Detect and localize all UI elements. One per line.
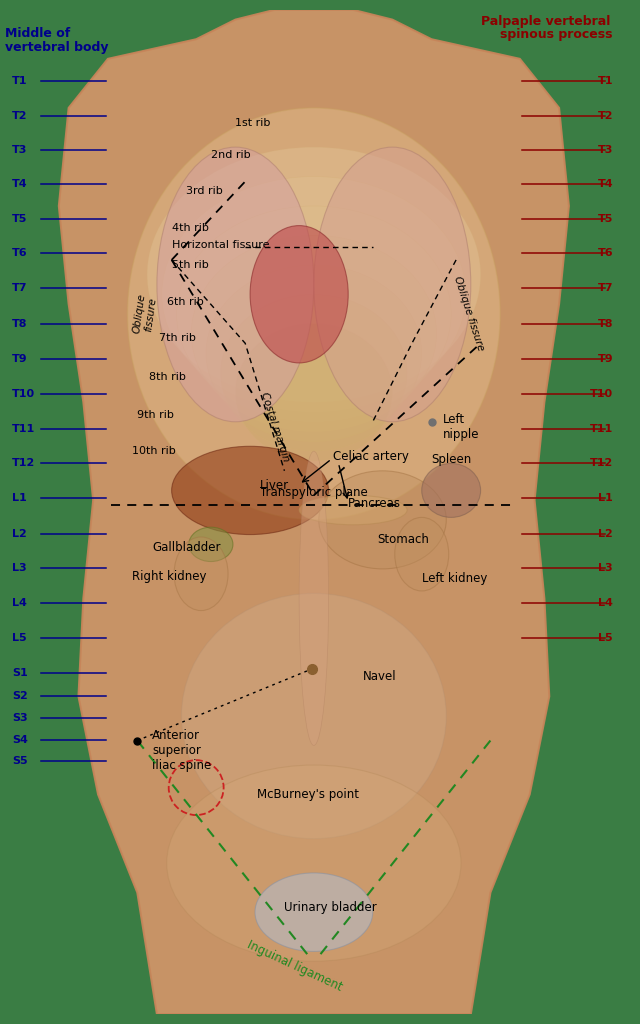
Text: S5: S5: [12, 756, 28, 766]
Text: Oblique fissure: Oblique fissure: [452, 275, 486, 352]
Text: S2: S2: [12, 691, 28, 701]
Text: L4: L4: [12, 598, 27, 608]
Text: L1: L1: [12, 494, 26, 503]
Text: T5: T5: [598, 214, 613, 223]
Ellipse shape: [157, 147, 314, 422]
Text: T7: T7: [598, 284, 613, 293]
Ellipse shape: [189, 527, 233, 561]
Text: T12: T12: [590, 458, 613, 468]
Text: Liver: Liver: [260, 479, 289, 492]
Ellipse shape: [319, 471, 446, 569]
Text: McBurney's point: McBurney's point: [257, 788, 359, 801]
Text: 3rd rib: 3rd rib: [186, 186, 223, 197]
Text: Transpyloric plane: Transpyloric plane: [260, 486, 368, 500]
Ellipse shape: [236, 324, 392, 461]
Text: T3: T3: [12, 145, 27, 155]
Text: T9: T9: [597, 354, 613, 364]
Ellipse shape: [299, 452, 328, 745]
Ellipse shape: [182, 594, 446, 839]
Text: Left
nipple: Left nipple: [444, 413, 480, 440]
Ellipse shape: [162, 176, 466, 412]
Text: Pancreas: Pancreas: [348, 497, 401, 510]
Ellipse shape: [191, 236, 436, 431]
Text: S3: S3: [12, 713, 28, 723]
Text: Inguinal ligament: Inguinal ligament: [245, 938, 344, 994]
Ellipse shape: [127, 108, 500, 520]
Text: Left kidney: Left kidney: [422, 572, 487, 585]
Text: 1st rib: 1st rib: [236, 118, 271, 128]
Text: T6: T6: [597, 248, 613, 258]
Text: L4: L4: [598, 598, 613, 608]
Text: S1: S1: [12, 668, 28, 678]
Text: L1: L1: [598, 494, 613, 503]
Text: Palpaple vertebral: Palpaple vertebral: [481, 14, 610, 28]
Text: T8: T8: [598, 318, 613, 329]
Text: Costal margin: Costal margin: [259, 390, 291, 463]
Text: Urinary bladder: Urinary bladder: [284, 901, 377, 913]
Text: T7: T7: [12, 284, 28, 293]
Text: Horizontal fissure: Horizontal fissure: [172, 241, 269, 250]
Text: L3: L3: [598, 563, 613, 572]
Text: L5: L5: [12, 633, 26, 642]
Text: Navel: Navel: [363, 671, 397, 683]
Text: T6: T6: [12, 248, 28, 258]
Ellipse shape: [314, 147, 471, 422]
Text: T12: T12: [12, 458, 35, 468]
Ellipse shape: [174, 537, 228, 610]
Text: Gallbladder: Gallbladder: [152, 541, 221, 554]
Text: T11: T11: [590, 424, 613, 433]
Text: T8: T8: [12, 318, 28, 329]
Text: L3: L3: [12, 563, 26, 572]
Ellipse shape: [299, 496, 407, 524]
Text: Stomach: Stomach: [378, 532, 429, 546]
Ellipse shape: [206, 265, 422, 441]
Text: spinous process: spinous process: [500, 29, 612, 41]
Text: 5th rib: 5th rib: [172, 260, 209, 270]
Ellipse shape: [395, 517, 449, 591]
Text: T4: T4: [12, 179, 28, 189]
Text: 2nd rib: 2nd rib: [211, 150, 250, 160]
Text: T10: T10: [590, 389, 613, 399]
Text: T1: T1: [12, 77, 28, 86]
Text: T3: T3: [598, 145, 613, 155]
Text: T1: T1: [598, 77, 613, 86]
Text: Celiac artery: Celiac artery: [333, 450, 410, 463]
Text: L2: L2: [598, 528, 613, 539]
Ellipse shape: [167, 765, 461, 962]
Text: S4: S4: [12, 734, 28, 744]
Text: Spleen: Spleen: [431, 453, 472, 466]
Text: L5: L5: [598, 633, 613, 642]
Text: T4: T4: [597, 179, 613, 189]
Text: Anterior
superior
iliac spine: Anterior superior iliac spine: [152, 729, 211, 772]
Text: 4th rib: 4th rib: [172, 222, 209, 232]
Ellipse shape: [221, 294, 407, 452]
Text: T2: T2: [12, 111, 28, 121]
Text: Right kidney: Right kidney: [132, 570, 207, 584]
Ellipse shape: [250, 225, 348, 362]
Text: Middle of: Middle of: [5, 28, 70, 41]
Text: T10: T10: [12, 389, 35, 399]
Text: T9: T9: [12, 354, 28, 364]
Text: T11: T11: [12, 424, 35, 433]
Text: L2: L2: [12, 528, 26, 539]
Text: vertebral body: vertebral body: [5, 41, 108, 54]
Ellipse shape: [177, 206, 451, 422]
Ellipse shape: [255, 872, 372, 951]
Text: T5: T5: [12, 214, 27, 223]
Text: 8th rib: 8th rib: [149, 372, 186, 382]
Text: 9th rib: 9th rib: [138, 410, 174, 420]
Text: T2: T2: [598, 111, 613, 121]
Ellipse shape: [422, 464, 481, 517]
Text: 6th rib: 6th rib: [167, 297, 204, 307]
PathPatch shape: [59, 10, 569, 1014]
Text: Oblique
fissure: Oblique fissure: [132, 293, 159, 335]
Ellipse shape: [147, 147, 481, 402]
Ellipse shape: [172, 446, 328, 535]
Text: 10th rib: 10th rib: [132, 446, 176, 456]
Text: 7th rib: 7th rib: [159, 334, 196, 343]
